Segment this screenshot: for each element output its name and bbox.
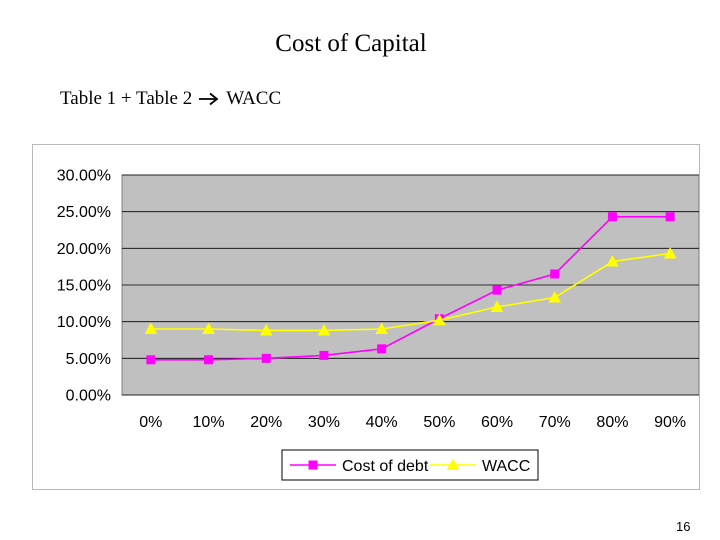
x-tick-label: 90% <box>654 414 686 431</box>
data-point-wacc <box>433 313 446 326</box>
data-point-wacc <box>606 254 619 267</box>
y-tick-label: 20.00% <box>57 241 111 258</box>
legend-marker-wacc <box>446 458 460 470</box>
x-tick-label: 10% <box>193 414 225 431</box>
legend-label-cost-of-debt: Cost of debt <box>342 458 429 475</box>
subtitle: Table 1 + Table 2 WACC <box>60 88 281 110</box>
subtitle-left-text: Table 1 + Table 2 <box>60 88 193 109</box>
data-point-wacc <box>144 322 158 334</box>
data-point-cost-of-debt <box>492 285 502 295</box>
data-point-wacc <box>202 322 215 334</box>
series-line-cost-of-debt <box>150 216 671 361</box>
data-point-wacc <box>317 323 331 336</box>
subtitle-right-text: WACC <box>226 88 282 109</box>
x-tick-label: 80% <box>596 414 628 431</box>
x-tick-label: 50% <box>423 414 455 431</box>
data-point-wacc <box>663 246 677 259</box>
slide-title: Cost of Capital <box>275 30 427 57</box>
data-point-cost-of-debt <box>204 355 214 365</box>
data-point-wacc <box>375 322 388 334</box>
data-point-cost-of-debt <box>146 355 156 365</box>
data-point-cost-of-debt <box>607 212 617 222</box>
y-tick-label: 30.00% <box>57 168 111 185</box>
series-line-wacc <box>150 252 671 332</box>
data-point-cost-of-debt <box>665 212 675 222</box>
y-tick-label: 10.00% <box>57 314 111 331</box>
x-tick-label: 60% <box>481 414 513 431</box>
arrow-right-icon <box>198 92 220 106</box>
data-point-cost-of-debt <box>319 350 329 360</box>
y-tick-label: 15.00% <box>57 278 111 295</box>
legend-marker-cost-of-debt <box>308 460 318 470</box>
x-tick-label: 40% <box>366 414 398 431</box>
data-point-wacc <box>548 290 562 303</box>
line-chart: 30.00% 25.00% 20.00% 15.00% 10.00% 5.00% 0.00%… <box>57 168 699 481</box>
data-point-cost-of-debt <box>261 353 271 363</box>
data-point-wacc <box>259 323 273 336</box>
data-point-cost-of-debt <box>377 344 387 354</box>
legend-label-wacc: WACC <box>482 458 530 475</box>
y-tick-label: 25.00% <box>57 204 111 221</box>
chart-frame: 30.00% 25.00% 20.00% 15.00% 10.00% 5.00% 0.00%… <box>32 144 700 490</box>
y-tick-label: 0.00% <box>66 388 111 405</box>
x-tick-label: 70% <box>539 414 571 431</box>
x-tick-label: 0% <box>139 414 162 431</box>
x-tick-label: 30% <box>308 414 340 431</box>
page-number: 16 <box>676 519 691 534</box>
data-point-cost-of-debt <box>550 269 560 279</box>
data-point-wacc <box>490 300 504 312</box>
y-tick-label: 5.00% <box>66 351 111 368</box>
x-tick-label: 20% <box>250 414 282 431</box>
